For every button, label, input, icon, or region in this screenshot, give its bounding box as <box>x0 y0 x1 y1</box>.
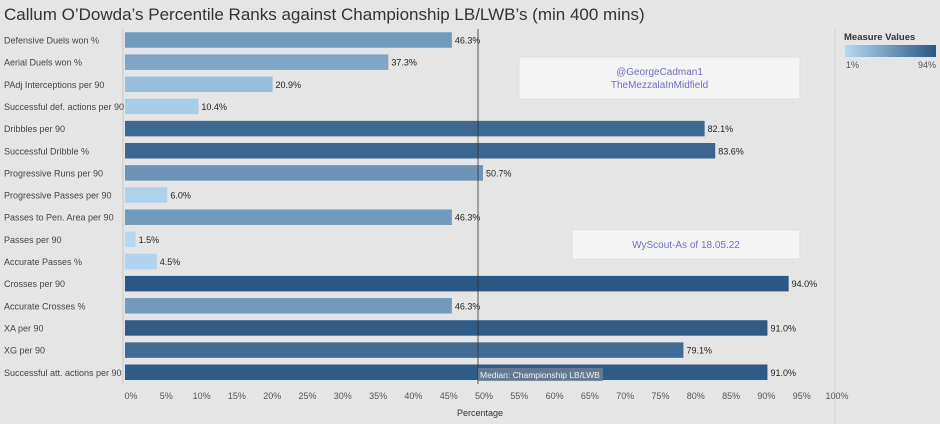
bar-value-label: 82.1% <box>708 124 734 134</box>
bar-value-label: 6.0% <box>170 191 191 201</box>
row-label: XA per 90 <box>4 323 44 333</box>
chart-title: Callum O’Dowda’s Percentile Ranks agains… <box>4 5 645 24</box>
bar <box>125 342 684 358</box>
median-label: Median: Championship LB/LWB <box>480 370 600 380</box>
x-tick-label: 40% <box>404 391 422 401</box>
bar-value-label: 1.5% <box>139 235 160 245</box>
bar <box>125 165 483 181</box>
bar <box>125 298 452 314</box>
x-tick-label: 0% <box>124 391 137 401</box>
bar-value-label: 20.9% <box>276 80 302 90</box>
bar-value-label: 4.5% <box>160 257 181 267</box>
row-label: PAdj Interceptions per 90 <box>4 80 104 90</box>
x-tick-label: 90% <box>757 391 775 401</box>
legend-title: Measure Values <box>844 32 915 43</box>
row-label: Passes to Pen. Area per 90 <box>4 213 114 223</box>
x-tick-label: 80% <box>687 391 705 401</box>
bar-value-label: 46.3% <box>455 36 481 46</box>
x-tick-label: 60% <box>546 391 564 401</box>
bar <box>125 143 716 159</box>
bar <box>125 364 768 380</box>
x-tick-label: 55% <box>510 391 528 401</box>
bar-value-label: 91.0% <box>770 368 796 378</box>
row-label: Aerial Duels won % <box>4 58 82 68</box>
x-tick-label: 25% <box>298 391 316 401</box>
bar <box>125 320 768 336</box>
bar <box>125 32 452 48</box>
bar-value-label: 46.3% <box>455 301 481 311</box>
legend-min-label: 1% <box>846 60 859 70</box>
annotation-box <box>571 229 801 260</box>
bar <box>125 187 168 203</box>
row-label: Progressive Passes per 90 <box>4 191 112 201</box>
row-label: Defensive Duels won % <box>4 36 99 46</box>
legend-max-label: 94% <box>918 60 936 70</box>
color-legend: Measure Values 1% 94% <box>844 32 936 70</box>
median-label-background <box>478 368 603 381</box>
median-layer: Median: Championship LB/LWB <box>477 29 603 384</box>
bar <box>125 54 389 70</box>
bar-value-label: 91.0% <box>770 323 796 333</box>
bar-value-label: 79.1% <box>686 346 712 356</box>
row-label: XG per 90 <box>4 346 45 356</box>
row-label: Successful att. actions per 90 <box>4 368 122 378</box>
annotation-text: @GeorgeCadman1 <box>616 67 703 78</box>
x-tick-label: 100% <box>825 391 848 401</box>
annotation-text: TheMezzalaInMidfield <box>611 80 708 91</box>
x-tick-label: 70% <box>616 391 634 401</box>
x-tick-label: 30% <box>334 391 352 401</box>
row-label: Successful def. actions per 90 <box>4 102 124 112</box>
bar <box>125 120 705 137</box>
x-tick-label: 50% <box>475 391 493 401</box>
bar <box>125 231 136 248</box>
x-tick-label: 20% <box>263 391 281 401</box>
row-label: Progressive Runs per 90 <box>4 168 103 178</box>
x-tick-label: 75% <box>651 391 669 401</box>
bar-value-label: 46.3% <box>455 213 481 223</box>
rows-layer: Defensive Duels won % 46.3% Aerial Duels w… <box>4 32 817 380</box>
bar-value-label: 10.4% <box>201 102 227 112</box>
row-label: Accurate Crosses % <box>4 301 86 311</box>
row-label: Passes per 90 <box>4 235 62 245</box>
bar <box>125 76 273 93</box>
x-tick-label: 15% <box>228 391 246 401</box>
row-label: Crosses per 90 <box>4 279 65 289</box>
x-axis-title: Percentage <box>457 408 503 418</box>
bar <box>125 98 199 115</box>
annotation-box <box>518 56 801 100</box>
x-tick-label: 35% <box>369 391 387 401</box>
bar <box>125 209 452 225</box>
x-tick-label: 85% <box>722 391 740 401</box>
x-tick-label: 5% <box>160 391 173 401</box>
bar-value-label: 37.3% <box>391 58 417 68</box>
bar-value-label: 94.0% <box>792 279 818 289</box>
legend-color-ramp <box>845 45 936 57</box>
bar <box>125 275 789 292</box>
row-label: Successful Dribble % <box>4 146 89 156</box>
bar-value-label: 50.7% <box>486 168 512 178</box>
annotation-text: WyScout-As of 18.05.22 <box>632 240 740 251</box>
row-label: Accurate Passes % <box>4 257 82 267</box>
row-label: Dribbles per 90 <box>4 124 65 134</box>
x-tick-label: 65% <box>581 391 599 401</box>
x-tick-label: 10% <box>193 391 211 401</box>
bar-value-label: 83.6% <box>718 146 744 156</box>
x-tick-label: 95% <box>793 391 811 401</box>
x-tick-label: 45% <box>440 391 458 401</box>
bar <box>125 253 157 270</box>
annotations-layer: @GeorgeCadman1 TheMezzalaInMidfield WyScou… <box>518 56 801 260</box>
x-axis: 0% 5% 10% 15% 20% 25% 30% 35% 40% 45% 50% 55% 60% 65%… <box>124 391 848 418</box>
